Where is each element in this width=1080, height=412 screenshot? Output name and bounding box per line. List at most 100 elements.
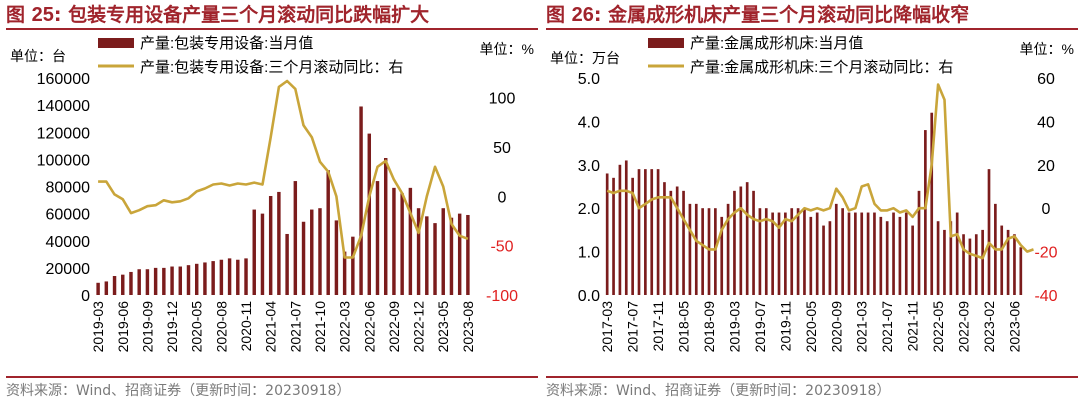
x-axis-tick: 2019-11 (777, 301, 793, 352)
yoy-rolling-line (606, 83, 1034, 260)
left-axis-tick: 80000 (46, 180, 91, 197)
bar-2022-06 (943, 229, 946, 295)
x-axis-tick: 2021-07 (879, 301, 895, 353)
x-axis-tick: 2022-09 (956, 301, 972, 353)
bar-2019-06 (121, 274, 125, 295)
bar-2020-10 (236, 259, 240, 295)
bar-2021-12 (334, 220, 339, 295)
bar-2021-08 (892, 212, 895, 295)
bar-2019-04 (739, 186, 743, 295)
x-axis-tick: 2022-12 (411, 301, 427, 353)
right-axis-unit: 单位：% (1020, 41, 1074, 57)
bar-2019-07 (758, 208, 762, 295)
x-axis-tick: 2017-03 (599, 301, 615, 353)
left-axis-tick: 100000 (37, 152, 90, 169)
left-axis-tick: 140000 (37, 98, 90, 115)
right-axis-tick: 0 (1042, 201, 1051, 218)
chart-title: 图 26: 金属成形机床产量三个月滚动同比降幅收窄 (546, 2, 1078, 30)
x-axis-tick: 2021-07 (287, 301, 303, 353)
bar-2020-09 (834, 203, 838, 295)
bar-2020-12 (854, 212, 857, 295)
x-axis-tick: 2020-11 (238, 301, 254, 352)
x-axis-tick: 2021-04 (263, 301, 279, 353)
right-axis-tick: 40 (1037, 114, 1055, 131)
bar-2021-06 (285, 233, 289, 295)
bar-2020-05 (809, 216, 813, 295)
bar-2023-02 (987, 169, 991, 295)
bar-2022-11 (408, 187, 413, 295)
bar-2023-06 (449, 217, 454, 295)
bar-2018-03 (669, 190, 673, 295)
bar-2020-11 (847, 212, 851, 295)
bar-2017-03 (605, 173, 609, 295)
right-axis-tick: 60 (1037, 71, 1055, 88)
combo-chart-packaging-equipment: 0 20000 40000 60000 80000 100000 120000 140000 1… (10, 35, 534, 353)
bar-2020-08 (828, 221, 832, 295)
bar-2018-04 (675, 186, 679, 295)
x-axis-tick: 2018-05 (676, 301, 692, 353)
bar-2019-11 (162, 267, 166, 295)
bar-2022-05 (359, 106, 363, 295)
x-axis-tick: 2023-02 (981, 301, 997, 353)
bar-2019-11 (784, 212, 787, 295)
bar-2019-12 (790, 208, 794, 295)
right-axis-tick: 100 (489, 91, 516, 108)
legend-bar-swatch (648, 38, 684, 48)
bar-2020-09 (227, 258, 232, 295)
left-axis-tick: 60000 (46, 207, 91, 224)
bar-2022-08 (955, 212, 959, 295)
chart-panel-figure-26: 图 26: 金属成形机床产量三个月滚动同比降幅收窄 0.0 1.0 2.0 3.0 4.… (546, 0, 1078, 412)
x-axis-tick: 2022-06 (361, 301, 377, 353)
legend-bar-swatch (98, 38, 134, 48)
x-axis-tick: 2020-09 (828, 301, 844, 353)
bar-2020-06 (815, 212, 819, 295)
right-axis-tick: -100 (486, 288, 518, 305)
bar-2022-09 (392, 187, 396, 295)
bar-2017-09 (644, 169, 647, 295)
x-axis-tick: 2019-09 (139, 301, 155, 353)
bar-2020-03 (796, 208, 800, 295)
bar-2019-03 (733, 190, 736, 295)
legend-bar-label: 产量:包装专用设备:当月值 (140, 35, 313, 52)
bar-2022-03 (342, 251, 347, 295)
bar-2022-04 (351, 236, 355, 295)
bar-2023-05 (441, 208, 445, 295)
left-axis-tick: 5.0 (578, 71, 600, 88)
bar-2021-11 (911, 225, 914, 295)
bar-2018-05 (682, 190, 685, 295)
left-axis-tick: 160000 (37, 71, 90, 88)
x-axis-tick: 2019-06 (115, 301, 131, 353)
bar-2018-12 (726, 203, 730, 295)
bar-2021-08 (301, 221, 306, 295)
bar-2019-06 (752, 190, 755, 295)
bar-2021-06 (879, 216, 883, 295)
x-axis-tick: 2023-05 (435, 301, 451, 353)
left-axis-unit: 单位：台 (10, 48, 66, 64)
bar-2017-05 (618, 164, 622, 295)
right-axis-tick: -20 (1034, 245, 1057, 262)
bar-2019-04 (104, 281, 109, 295)
bar-2022-12 (416, 208, 421, 295)
chart-title: 图 25: 包装专用设备产量三个月滚动同比跌幅扩大 (6, 2, 538, 30)
legend-line-label: 产量:金属成形机床:三个月滚动同比：右 (690, 59, 953, 76)
right-axis-tick: 0 (498, 189, 507, 206)
bar-2017-12 (663, 182, 666, 295)
bar-2023-04 (433, 223, 437, 295)
left-axis-tick: 1.0 (578, 245, 600, 262)
x-axis-tick: 2022-03 (337, 301, 353, 353)
bar-2022-08 (383, 158, 388, 295)
bar-2017-06 (624, 160, 628, 295)
bar-2017-08 (637, 169, 641, 295)
bar-2020-04 (803, 208, 806, 295)
bar-2023-07 (457, 213, 462, 295)
bar-2017-11 (656, 169, 660, 295)
x-axis-tick: 2019-03 (726, 301, 742, 353)
left-axis-tick: 0 (81, 288, 90, 305)
x-axis-tick: 2021-11 (905, 301, 921, 352)
bar-2022-10 (968, 238, 972, 295)
right-axis-tick: -40 (1034, 288, 1057, 305)
x-axis-tick: 2021-03 (854, 301, 870, 353)
bar-2020-11 (244, 258, 248, 295)
bar-2020-07 (211, 261, 215, 295)
x-axis-tick: 2018-09 (701, 301, 717, 353)
